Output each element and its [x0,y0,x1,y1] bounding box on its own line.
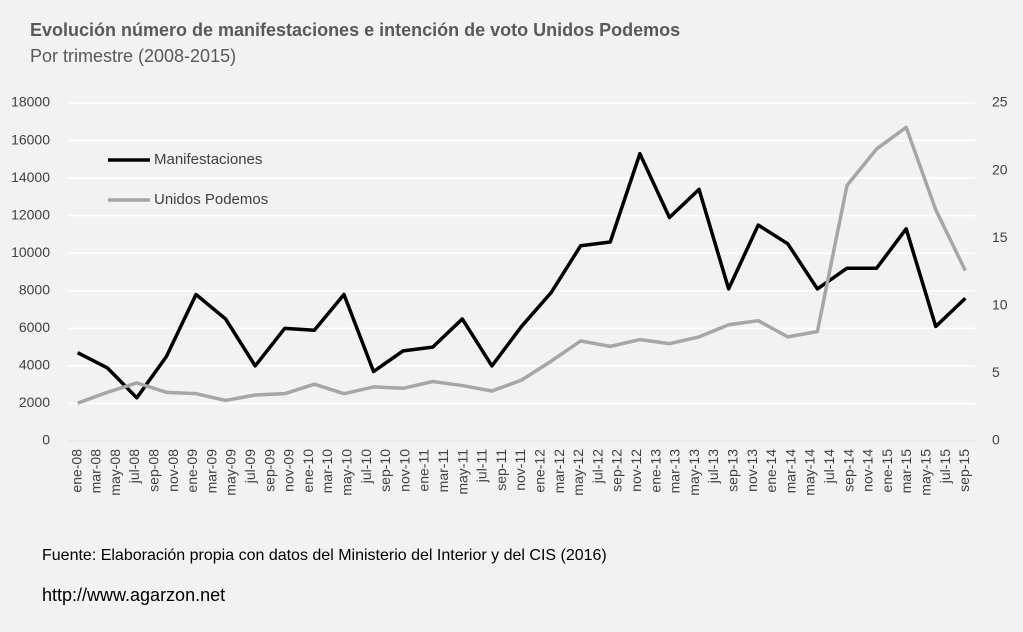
y-tick-label: 6000 [19,319,50,335]
x-tick-label: mar-08 [88,449,104,494]
x-tick-label: jul-10 [358,449,374,484]
x-tick-label: mar-11 [435,449,451,493]
series-line [77,125,967,405]
x-tick-label: sep-15 [956,449,972,492]
x-tick-label: nov-13 [744,449,760,492]
legend-label: Manifestaciones [154,151,262,168]
x-tick-label: sep-12 [609,449,625,492]
y-tick-label: 12000 [11,206,50,222]
x-tick-label: jul-15 [937,449,953,484]
x-tick-label: mar-09 [203,449,219,494]
y2-tick-label: 20 [992,161,1008,177]
x-tick-label: may-11 [454,449,470,495]
x-tick-label: sep-08 [146,449,162,492]
x-tick-label: mar-13 [667,449,683,494]
source: Fuente: Elaboración propia con datos del… [42,547,607,564]
x-tick-label: mar-15 [898,449,914,494]
x-tick-label: sep-10 [377,449,393,492]
y-tick-label: 14000 [11,169,50,185]
x-tick-label: may-15 [917,449,933,496]
x-tick-label: sep-13 [724,449,740,492]
x-tick-label: jul-12 [589,449,605,484]
y-tick-label: 0 [42,432,50,448]
x-tick-label: ene-15 [879,449,895,493]
y-tick-label: 4000 [19,357,50,373]
x-tick-label: may-10 [339,449,355,496]
y2-tick-label: 5 [992,364,1000,380]
x-tick-label: sep-14 [840,449,856,492]
x-tick-label: mar-12 [551,449,567,494]
x-tick-label: ene-13 [647,449,663,493]
x-tick-label: nov-12 [628,449,644,492]
x-tick-label: jul-11 [474,449,490,483]
x-tick-label: jul-08 [126,449,142,484]
y2-tick-label: 0 [992,432,1000,448]
y-tick-label: 16000 [11,131,50,147]
x-tick-label: mar-10 [319,449,335,494]
x-tick-label: sep-11 [493,449,509,491]
x-tick-label: may-13 [686,449,702,496]
x-tick-label: may-09 [223,449,239,496]
chart-subtitle: Por trimestre (2008-2015) [30,46,236,66]
x-tick-label: ene-14 [763,449,779,493]
y2-tick-label: 10 [992,297,1008,313]
y-tick-label: 18000 [11,94,50,110]
url: http://www.agarzon.net [42,585,225,605]
x-tick-label: nov-08 [165,449,181,492]
x-tick-label: ene-09 [184,449,200,493]
x-tick-label: nov-11 [512,449,528,491]
x-tick-label: nov-14 [860,449,876,492]
x-tick-label: ene-08 [68,449,84,493]
y-tick-label: 10000 [11,244,50,260]
x-tick-label: jul-13 [705,449,721,484]
series-line [76,151,967,400]
y2-tick-label: 15 [992,229,1008,245]
x-tick-label: ene-11 [416,449,432,492]
legend-label: Unidos Podemos [154,191,268,208]
y-tick-label: 8000 [19,281,50,297]
x-tick-label: nov-09 [281,449,297,492]
x-tick-label: ene-10 [300,449,316,493]
x-tick-label: may-08 [107,449,123,496]
y-tick-label: 2000 [19,394,50,410]
x-tick-label: nov-10 [396,449,412,492]
x-tick-label: mar-14 [782,449,798,494]
x-tick-label: ene-12 [532,449,548,493]
x-tick-label: may-12 [570,449,586,496]
chart-title: Evolución número de manifestaciones e in… [30,20,680,40]
x-tick-label: may-14 [802,449,818,496]
x-tick-label: sep-09 [261,449,277,492]
x-tick-label: jul-09 [242,449,258,484]
y2-tick-label: 25 [992,94,1008,110]
x-tick-label: jul-14 [821,449,837,484]
